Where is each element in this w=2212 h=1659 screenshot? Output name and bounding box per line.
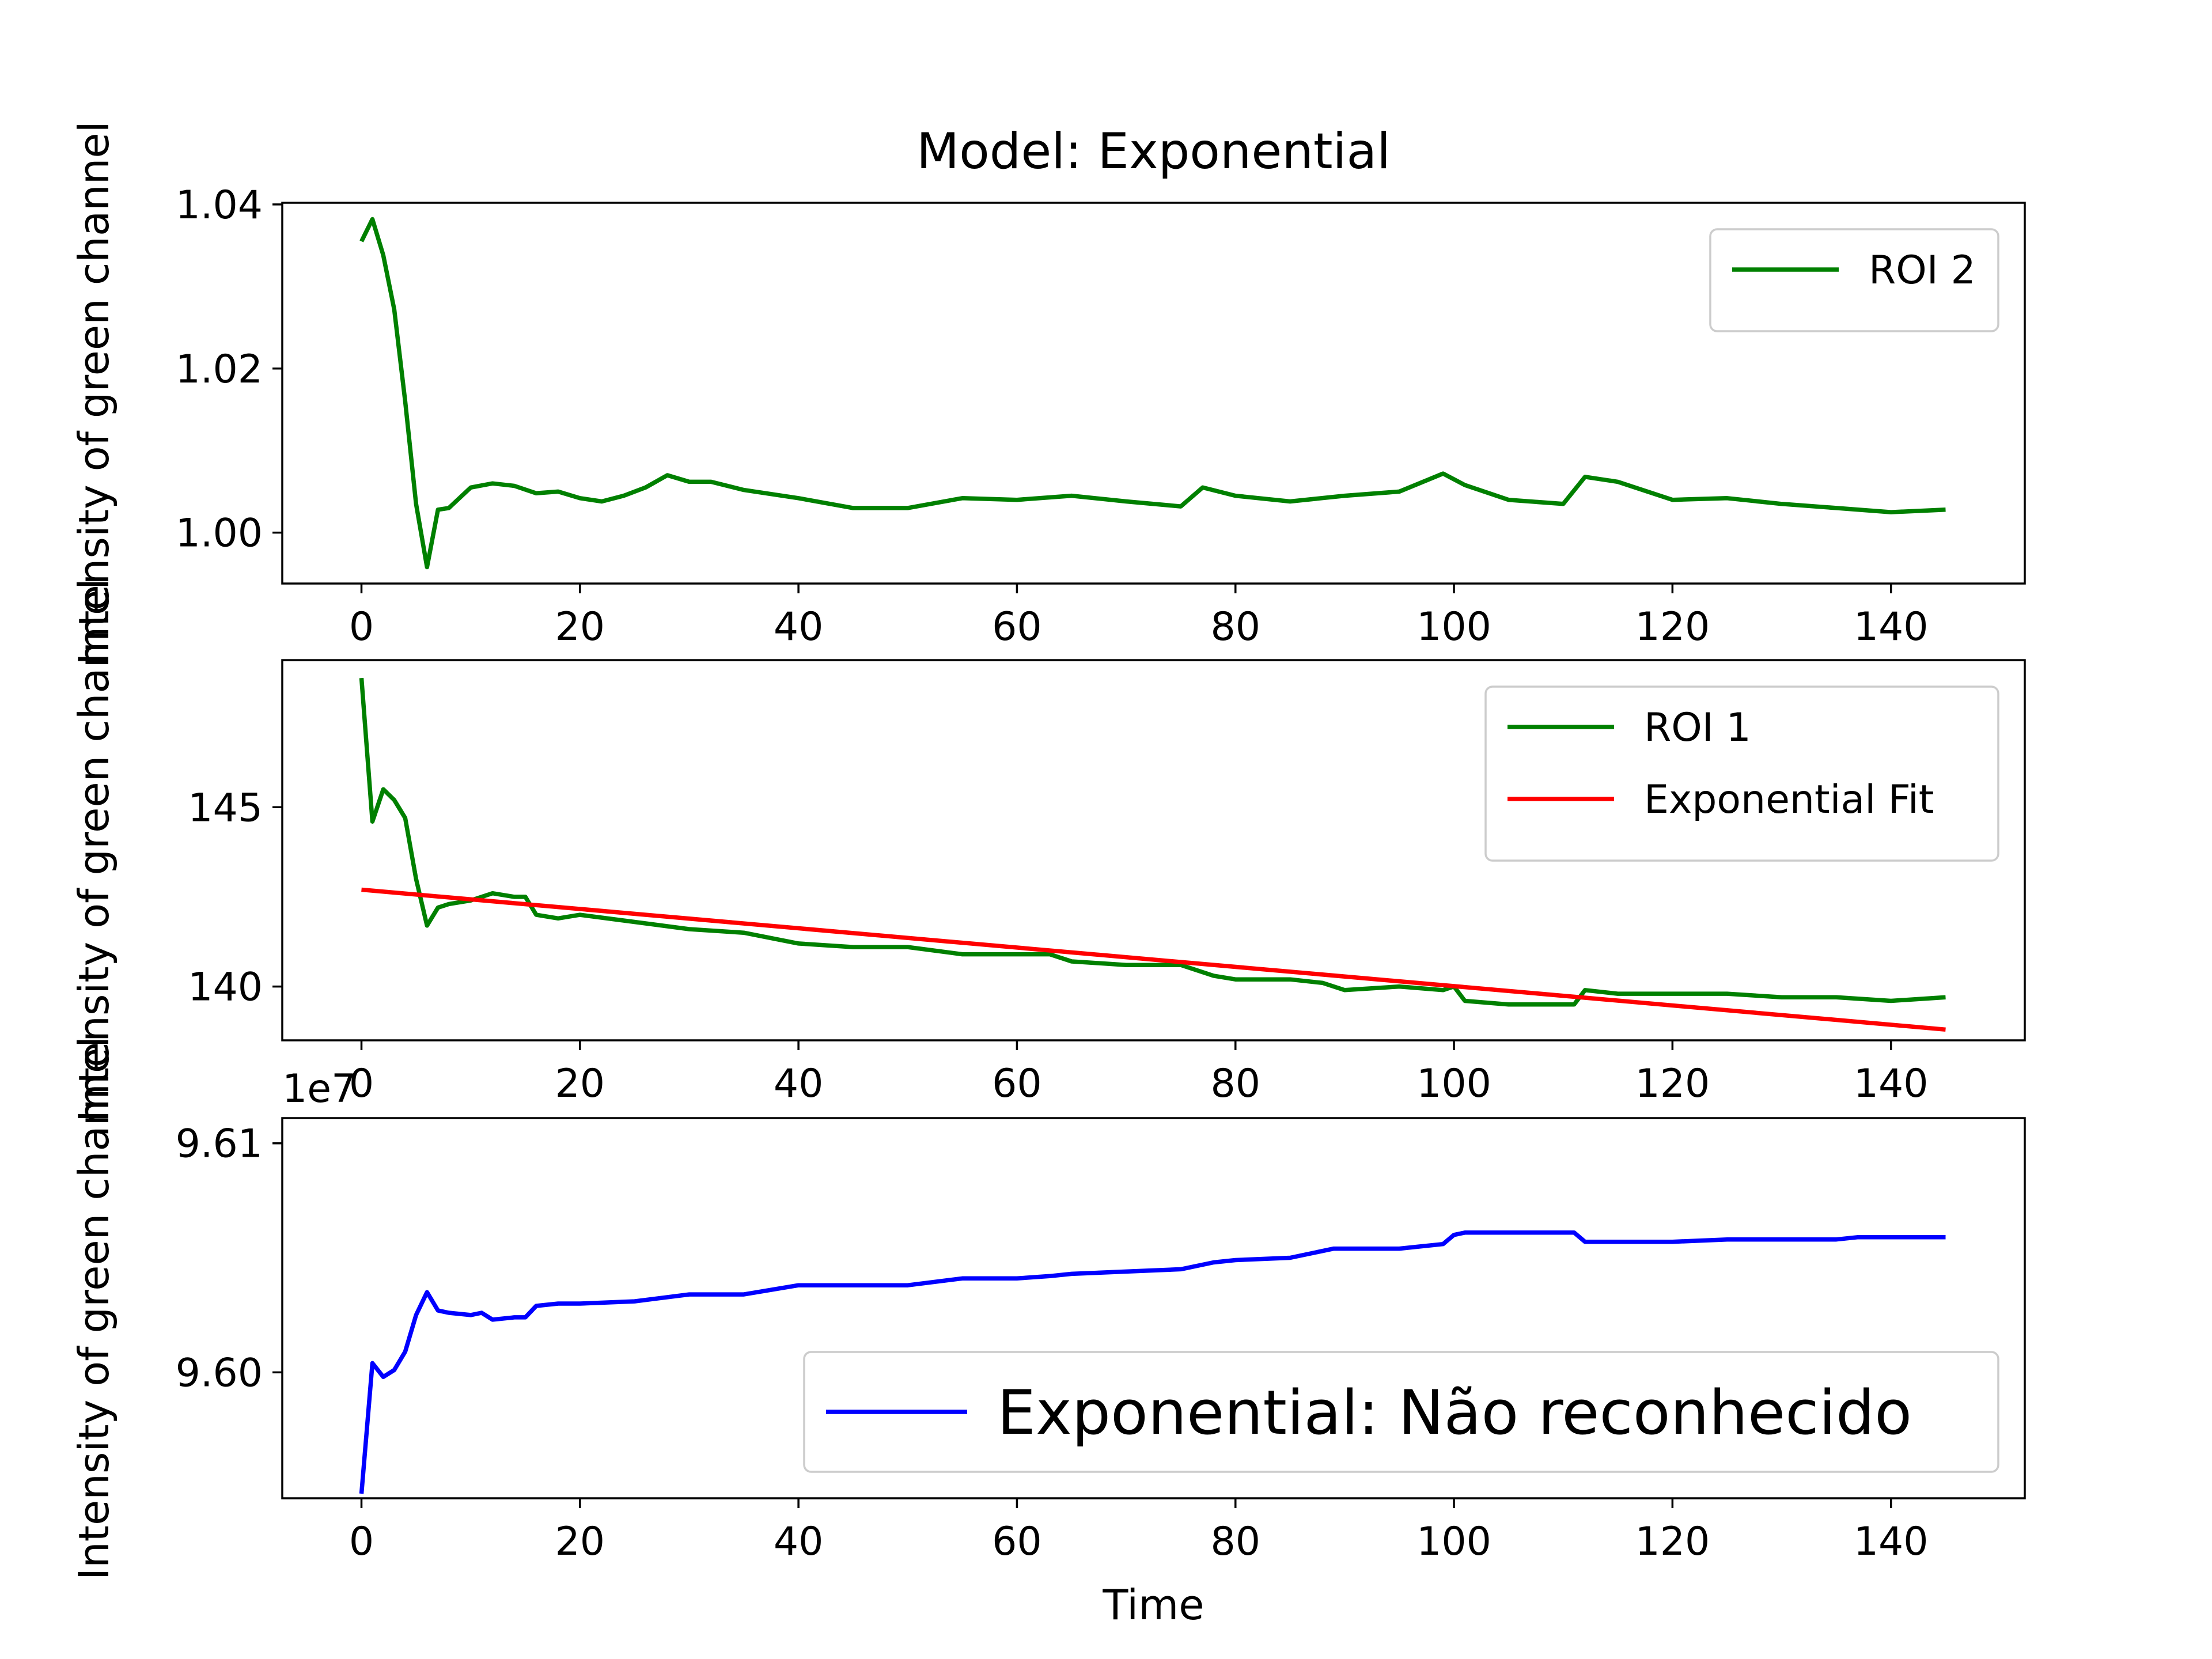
chart-title: Model: Exponential — [916, 123, 1391, 180]
legend: ROI 1 Exponential Fit — [1484, 685, 1999, 862]
x-tick-label: 140 — [1854, 1519, 1929, 1565]
x-tick-label: 120 — [1635, 1061, 1710, 1107]
x-tick-label: 100 — [1416, 1519, 1491, 1565]
x-axis-label: Time — [1102, 1581, 1204, 1629]
x-tick-label: 140 — [1854, 604, 1929, 650]
y-tick-label: 140 — [188, 965, 263, 1010]
y-axis-label: Intensity of green channel — [70, 121, 118, 665]
x-tick-label: 0 — [349, 1519, 374, 1565]
x-tick-label: 60 — [992, 604, 1042, 650]
x-tick-label: 80 — [1210, 604, 1260, 650]
legend-box — [803, 1351, 1999, 1473]
x-tick-label: 40 — [774, 1519, 824, 1565]
series-line-exponential-fit — [361, 887, 1946, 1032]
x-tick-label: 40 — [774, 604, 824, 650]
x-tick-label: 120 — [1635, 604, 1710, 650]
x-tick-label: 100 — [1416, 1061, 1491, 1107]
legend: ROI 2 — [1709, 228, 1999, 332]
y-tick-label: 1.04 — [176, 183, 263, 228]
legend-label: ROI 1 — [1644, 705, 1751, 751]
subplots: 0 20 40 60 80 100 120 140 1.00 1.02 1.04 Model: Exp… — [70, 121, 2026, 1629]
x-tick-label: 60 — [992, 1519, 1042, 1565]
legend-box — [1484, 685, 1999, 862]
axes-frame — [281, 1117, 2026, 1499]
y-axis-label: Intensity of green channel — [70, 1036, 118, 1580]
x-tick-label: 80 — [1210, 1061, 1260, 1107]
axes-frame — [281, 659, 2026, 1041]
y-tick-label: 9.61 — [176, 1122, 263, 1167]
x-tick-label: 0 — [349, 604, 374, 650]
legend-box — [1709, 228, 1999, 332]
y-tick-label: 1.00 — [176, 511, 263, 556]
y-offset-text: 1e7 — [282, 1066, 356, 1112]
legend-label: Exponential Fit — [1644, 777, 1934, 823]
subplot-3: 0 20 40 60 80 100 120 140 9.60 9.61 1e7 Time Intensi… — [70, 1036, 2026, 1629]
legend: Exponential: Não reconhecido — [803, 1351, 1999, 1473]
y-tick-label: 1.02 — [176, 347, 263, 392]
axes-frame — [281, 202, 2026, 585]
x-tick-label: 40 — [774, 1061, 824, 1107]
series-line-exponential-n-o-reconhecido — [359, 1230, 1946, 1494]
x-tick-label: 20 — [555, 1061, 605, 1107]
x-tick-label: 120 — [1635, 1519, 1710, 1565]
legend-label: ROI 2 — [1869, 248, 1976, 293]
series-line-roi-1 — [359, 677, 1946, 1007]
legend-label: Exponential: Não reconhecido — [997, 1377, 1912, 1448]
x-tick-label: 20 — [555, 1519, 605, 1565]
y-tick-label: 145 — [188, 785, 263, 831]
x-tick-label: 0 — [349, 1061, 374, 1107]
subplot-2: 0 20 40 60 80 100 120 140 140 145 Intensity of gre… — [70, 578, 2026, 1122]
x-tick-label: 20 — [555, 604, 605, 650]
subplot-1: 0 20 40 60 80 100 120 140 1.00 1.02 1.04 Model: Exp… — [70, 121, 2026, 665]
y-tick-label: 9.60 — [176, 1350, 263, 1396]
series-line-roi-2 — [359, 217, 1946, 570]
x-tick-label: 140 — [1854, 1061, 1929, 1107]
y-axis-label: Intensity of green channel — [70, 578, 118, 1122]
x-tick-label: 100 — [1416, 604, 1491, 650]
x-tick-label: 80 — [1210, 1519, 1260, 1565]
x-tick-label: 60 — [992, 1061, 1042, 1107]
